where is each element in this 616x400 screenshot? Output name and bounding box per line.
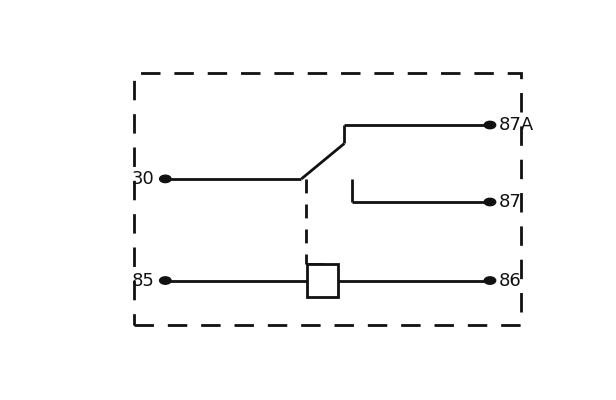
Circle shape [484, 121, 496, 129]
Circle shape [160, 175, 171, 182]
Bar [307, 264, 338, 298]
Text: 85: 85 [132, 272, 155, 290]
Text: 87: 87 [498, 193, 521, 211]
Text: 87A: 87A [498, 116, 534, 134]
Circle shape [160, 277, 171, 284]
Circle shape [484, 198, 496, 206]
Bar [134, 73, 521, 325]
Text: 30: 30 [132, 170, 155, 188]
Circle shape [484, 277, 496, 284]
Text: 86: 86 [498, 272, 521, 290]
